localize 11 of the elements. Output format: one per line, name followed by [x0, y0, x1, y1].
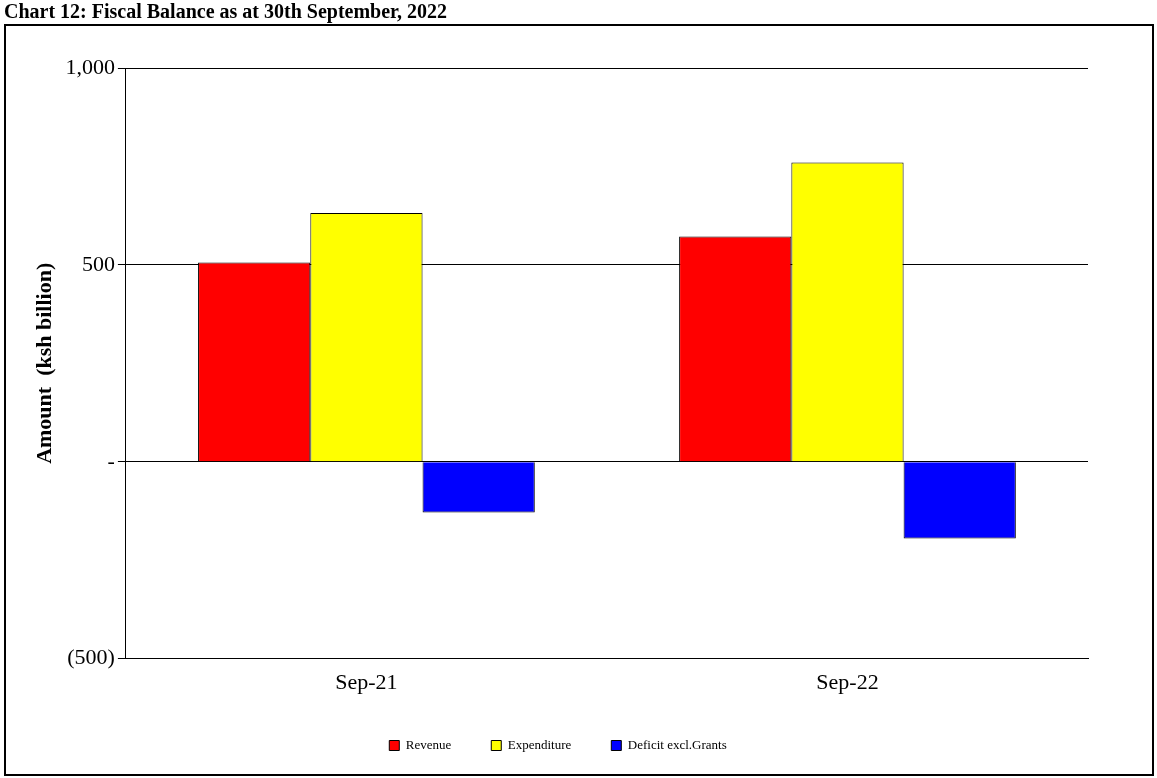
y-tick-label: 1,000 [65, 53, 115, 79]
y-tick-label: - [107, 447, 115, 473]
x-tick-label: Sep-21 [335, 668, 398, 694]
chart-title: Chart 12: Fiscal Balance as at 30th September, 2022 [4, 0, 448, 22]
legend-label: Expenditure [507, 736, 572, 752]
legend-label: Deficit excl.Grants [627, 736, 727, 752]
legend-label: Revenue [405, 736, 452, 752]
y-tick-label: 500 [81, 250, 115, 276]
y-axis-title: Amount (ksh billion) [30, 262, 56, 464]
x-tick-label: Sep-22 [816, 668, 879, 694]
y-tick-label: (500) [67, 644, 115, 670]
